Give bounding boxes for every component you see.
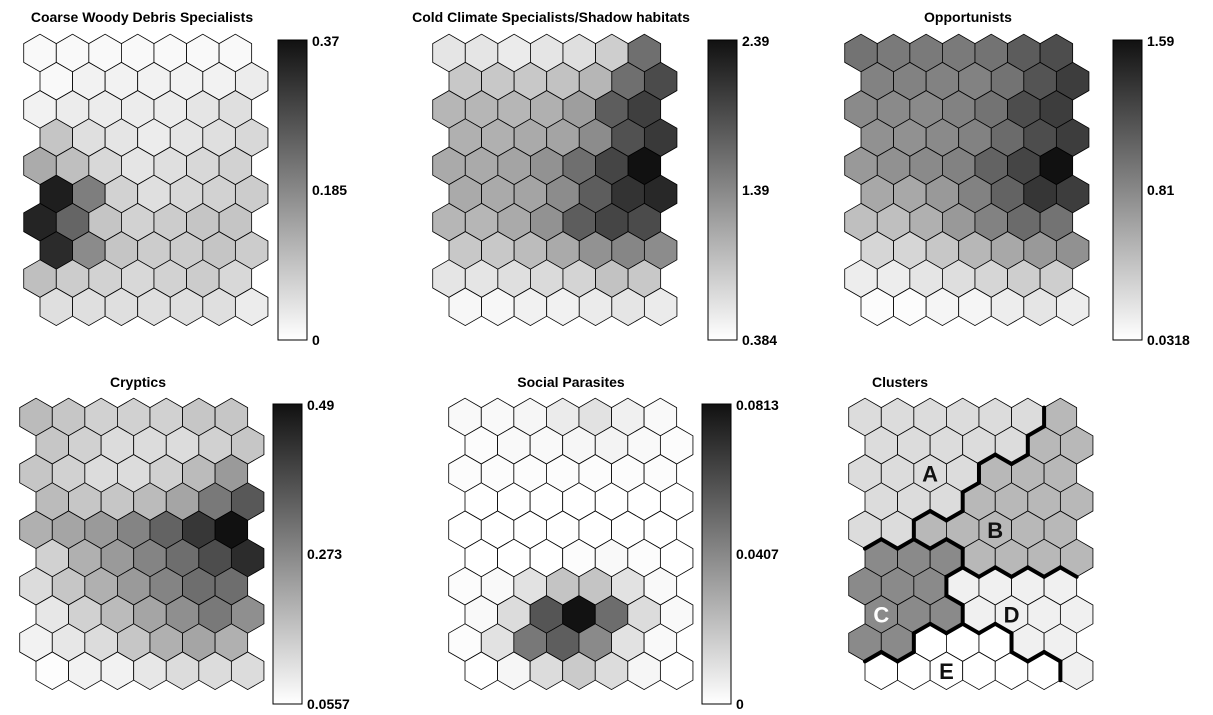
colorbar-gradient xyxy=(278,40,307,340)
panel-opportunists: Opportunists 1.59 0.81 0.0318 xyxy=(844,9,1190,348)
cluster-border-segment xyxy=(944,593,965,607)
colorbar: 0.37 0.185 0 xyxy=(277,33,347,348)
colorbar-frame xyxy=(707,39,738,341)
cluster-border-segment xyxy=(993,452,1014,466)
cluster-border-segment xyxy=(911,509,933,523)
cluster-border-segment xyxy=(863,650,884,664)
colorbar-tick-mid: 0.185 xyxy=(312,182,347,198)
hex-map xyxy=(432,33,678,327)
cluster-border-segment xyxy=(1009,650,1030,664)
cluster-border-segment xyxy=(993,565,1014,579)
cluster-border-segment xyxy=(1025,424,1047,438)
cluster-border-segment xyxy=(863,537,884,551)
cluster-border-segment xyxy=(1042,650,1063,664)
cluster-border-segment xyxy=(960,565,981,579)
panel-title: Cryptics xyxy=(110,374,166,390)
cluster-border-segment xyxy=(993,621,1014,636)
colorbar-tick-min: 0.0557 xyxy=(307,696,350,712)
colorbar-tick-min: 0.384 xyxy=(742,332,777,348)
cluster-border-segment xyxy=(895,537,916,551)
colorbar-tick-mid: 0.273 xyxy=(307,546,342,562)
colorbar-frame xyxy=(1112,39,1143,341)
colorbar: 0.49 0.273 0.0557 xyxy=(272,397,350,712)
cluster-border-segment xyxy=(928,621,949,636)
cluster-border-segment xyxy=(911,537,933,551)
colorbar-tick-max: 1.59 xyxy=(1147,33,1174,49)
cluster-labels: A B C D E xyxy=(873,461,1019,683)
panel-title: Opportunists xyxy=(924,9,1012,25)
panel-title: Social Parasites xyxy=(517,374,625,390)
hex-cell xyxy=(1055,287,1090,327)
cluster-border-segment xyxy=(1009,452,1030,466)
cluster-border-segment xyxy=(879,537,900,551)
colorbar-gradient xyxy=(273,404,302,704)
colorbar: 0.0813 0.0407 0 xyxy=(701,397,779,712)
colorbar-tick-mid: 0.0407 xyxy=(736,546,779,562)
cluster-border-segment xyxy=(895,650,916,664)
colorbar-frame xyxy=(272,403,303,705)
cluster-border-segment xyxy=(944,621,965,636)
panel-social-parasites: Social Parasites 0.0813 0.0407 0 xyxy=(448,374,779,712)
cluster-border-segment xyxy=(960,480,981,495)
cluster-border-segment xyxy=(944,509,965,523)
colorbar-frame xyxy=(701,403,732,705)
colorbar-tick-max: 0.49 xyxy=(307,397,334,413)
hex-map xyxy=(19,397,265,691)
cluster-border-segment xyxy=(944,565,965,579)
cluster-border-segment xyxy=(976,452,998,466)
cluster-border-segment xyxy=(944,537,965,551)
cluster-border-segment xyxy=(928,509,949,523)
cluster-borders xyxy=(863,405,1079,683)
cluster-label-e: E xyxy=(939,659,954,684)
panel-cryptics: Cryptics 0.49 0.273 0.0557 xyxy=(19,374,350,712)
colorbar-tick-max: 0.37 xyxy=(312,33,339,49)
panel-coarse-woody-debris: Coarse Woody Debris Specialists 0.37 0.1… xyxy=(23,9,347,348)
cluster-border-segment xyxy=(1042,565,1063,579)
cluster-border-segment xyxy=(879,650,900,664)
colorbar-frame xyxy=(277,39,308,341)
cluster-border-segment xyxy=(976,565,998,579)
cluster-border-segment xyxy=(1058,565,1079,579)
colorbar-gradient xyxy=(702,404,731,704)
cluster-label-c: C xyxy=(873,602,889,627)
panel-title: Cold Climate Specialists/Shadow habitats xyxy=(412,9,690,25)
cluster-label-a: A xyxy=(922,461,938,486)
colorbar: 2.39 1.39 0.384 xyxy=(707,33,777,348)
hex-map xyxy=(844,33,1090,327)
colorbar-gradient xyxy=(1113,40,1142,340)
cluster-label-b: B xyxy=(987,518,1003,543)
colorbar-tick-mid: 1.39 xyxy=(742,182,769,198)
colorbar-tick-max: 0.0813 xyxy=(736,397,779,413)
colorbar: 1.59 0.81 0.0318 xyxy=(1112,33,1190,348)
cluster-border-segment xyxy=(1025,565,1047,579)
colorbar-tick-min: 0.0318 xyxy=(1147,332,1190,348)
colorbar-tick-mid: 0.81 xyxy=(1147,182,1174,198)
cluster-border-segment xyxy=(1009,565,1030,579)
colorbar-gradient xyxy=(708,40,737,340)
colorbar-tick-max: 2.39 xyxy=(742,33,769,49)
hex-map xyxy=(448,397,694,691)
cluster-label-d: D xyxy=(1004,602,1020,627)
panel-clusters: Clusters A B C D E xyxy=(848,374,1094,691)
panel-title: Clusters xyxy=(872,374,928,390)
cluster-border-segment xyxy=(976,621,998,636)
cluster-border-segment xyxy=(928,537,949,551)
hex-map xyxy=(848,397,1094,691)
colorbar-tick-min: 0 xyxy=(736,696,744,712)
hex-cell xyxy=(234,287,269,327)
cluster-border-segment xyxy=(911,621,933,636)
cluster-border-segment xyxy=(960,621,981,636)
cluster-border-segment xyxy=(1025,650,1047,664)
panel-cold-climate-specialists: Cold Climate Specialists/Shadow habitats… xyxy=(412,9,777,348)
colorbar-tick-min: 0 xyxy=(312,332,320,348)
hex-cell xyxy=(659,651,694,691)
hex-cell xyxy=(643,287,678,327)
panel-title: Coarse Woody Debris Specialists xyxy=(31,9,253,25)
hex-map xyxy=(23,33,269,327)
hex-cell xyxy=(230,651,265,691)
